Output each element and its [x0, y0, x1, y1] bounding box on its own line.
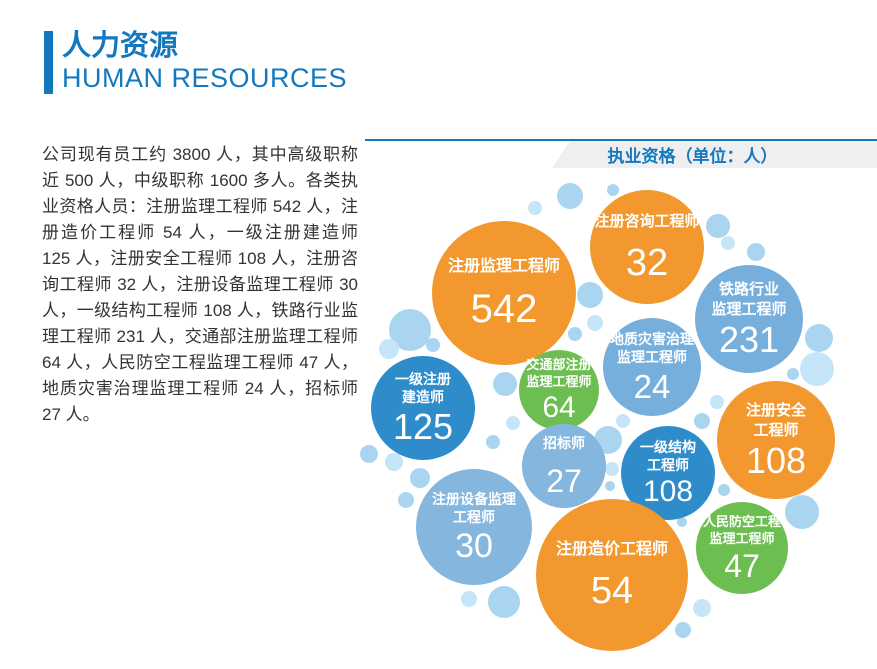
decor-bubble: [557, 183, 583, 209]
bubble-first-class-constructor: 一级注册 建造师 125: [371, 356, 475, 460]
decor-bubble: [379, 339, 399, 359]
bubble-supervision-engineer: 注册监理工程师 542: [432, 221, 576, 365]
bubble-label: 招标师: [543, 435, 585, 452]
bubble-value: 125: [392, 406, 454, 448]
bubble-label: 注册监理工程师: [447, 257, 560, 275]
decor-bubble: [568, 327, 582, 341]
decor-bubble: [577, 282, 603, 308]
decor-bubble: [785, 495, 819, 529]
bubble-railway-supervision-engineer: 铁路行业 监理工程师 231: [695, 265, 803, 373]
bubble-value: 542: [470, 287, 538, 332]
decor-bubble: [385, 453, 403, 471]
bubble-value: 231: [718, 318, 780, 360]
chart-top-rule: [365, 139, 877, 141]
bubble-cost-engineer: 注册造价工程师 54: [536, 499, 688, 651]
bubble-value: 32: [625, 241, 669, 284]
title-accent-bar: [44, 31, 53, 94]
decor-bubble: [805, 324, 833, 352]
decor-bubble: [488, 586, 520, 618]
decor-bubble: [800, 352, 834, 386]
bubble-value: 27: [546, 462, 582, 499]
decor-bubble: [694, 413, 710, 429]
decor-bubble: [787, 368, 799, 380]
bubble-value: 108: [642, 475, 694, 509]
bubble-label: 人民防空工程 监理工程师: [702, 513, 781, 546]
decor-bubble: [486, 435, 500, 449]
decor-bubble: [747, 243, 765, 261]
decor-bubble: [528, 201, 542, 215]
decor-bubble: [710, 395, 724, 409]
decor-bubble: [360, 445, 378, 463]
decor-bubble: [506, 416, 520, 430]
decor-bubble: [677, 517, 687, 527]
decor-bubble: [706, 214, 730, 238]
bubble-value: 24: [633, 367, 671, 405]
bubble-value: 47: [724, 548, 760, 585]
bubble-equipment-supervision-engineer: 注册设备监理 工程师 30: [416, 469, 532, 585]
bubble-label: 注册造价工程师: [555, 540, 668, 558]
bubble-consulting-engineer: 注册咨询工程师 32: [590, 190, 704, 304]
decor-bubble: [605, 462, 619, 476]
bubble-label: 注册安全 工程师: [745, 402, 806, 439]
bubble-value: 64: [542, 391, 576, 425]
decor-bubble: [693, 599, 711, 617]
bubble-label: 交通部注册 监理工程师: [526, 356, 592, 389]
decor-bubble: [410, 468, 430, 488]
chart-title-banner: 执业资格（单位：人）: [552, 141, 877, 168]
bubble-value: 54: [590, 570, 634, 613]
decor-bubble: [426, 338, 440, 352]
decor-bubble: [587, 315, 603, 331]
decor-bubble: [398, 492, 414, 508]
bubble-label: 注册咨询工程师: [594, 213, 700, 231]
decor-bubble: [675, 622, 691, 638]
bubble-transport-ministry-supervision-engineer: 交通部注册 监理工程师 64: [519, 350, 599, 430]
decor-bubble: [718, 484, 730, 496]
bubble-label: 铁路行业 监理工程师: [711, 281, 787, 318]
chart-title: 执业资格（单位：人）: [607, 147, 778, 166]
decor-bubble: [461, 591, 477, 607]
bubble-label: 一级注册 建造师: [395, 370, 451, 405]
bubble-value: 108: [745, 439, 807, 481]
decor-bubble: [616, 414, 630, 428]
decor-bubble: [721, 236, 735, 250]
page-title-zh: 人力资源: [62, 30, 179, 62]
bubble-label: 地质灾害治理 监理工程师: [610, 331, 694, 365]
decor-bubble: [493, 372, 517, 396]
bubble-label: 注册设备监理 工程师: [432, 490, 516, 525]
page-title-en: HUMAN RESOURCES: [62, 63, 348, 93]
bubble-safety-engineer: 注册安全 工程师 108: [717, 381, 835, 499]
intro-paragraph: 公司现有员工约 3800 人，其中高级职称近 500 人，中级职称 1600 多…: [42, 145, 358, 424]
bubble-tendering-agent: 招标师 27: [522, 424, 606, 508]
bubble-geohazard-supervision-engineer: 地质灾害治理 监理工程师 24: [603, 318, 701, 416]
decor-bubble: [605, 481, 615, 491]
bubble-label: 一级结构 工程师: [640, 438, 696, 473]
bubble-civil-air-defence-supervision-engineer: 人民防空工程 监理工程师 47: [696, 502, 788, 594]
decor-bubble: [607, 184, 619, 196]
bubble-value: 30: [455, 527, 493, 566]
